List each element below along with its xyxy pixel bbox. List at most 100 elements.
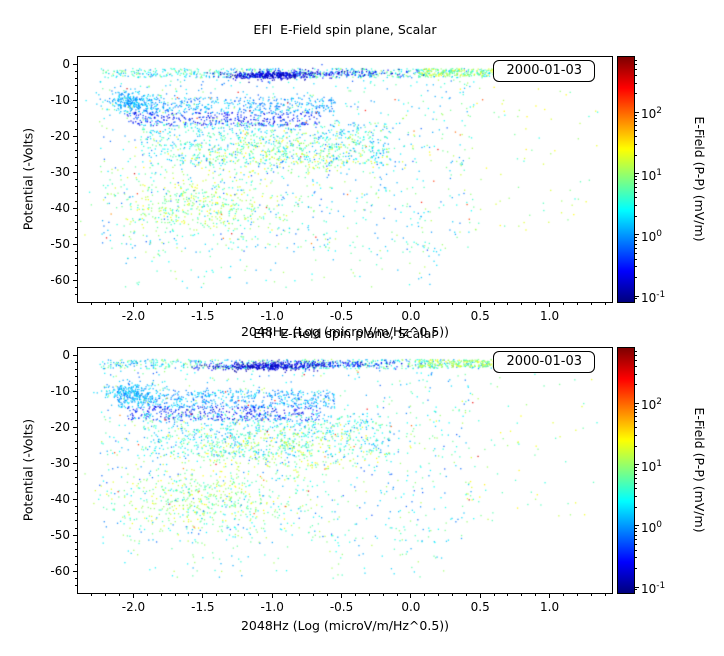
x-minor-tick: [396, 303, 398, 305]
x-minor-tick: [285, 303, 287, 305]
y-tick-label: -40: [50, 492, 70, 507]
x-minor-tick: [230, 594, 232, 596]
colorbar-minor-tick: [635, 266, 637, 268]
x-tick: [549, 303, 551, 307]
x-tick: [271, 594, 273, 598]
colorbar-minor-tick: [635, 534, 637, 536]
x-minor-tick: [438, 594, 440, 596]
x-minor-tick: [354, 594, 356, 596]
x-minor-tick: [562, 303, 564, 305]
y-minor-tick: [75, 186, 77, 188]
x-minor-tick: [119, 594, 121, 596]
colorbar-minor-tick: [635, 496, 637, 498]
x-minor-tick: [188, 594, 190, 596]
y-tick: [73, 63, 77, 65]
colorbar-tick: [635, 234, 639, 236]
colorbar-tick-label: 101: [641, 167, 663, 183]
x-minor-tick: [146, 594, 148, 596]
chart2-title: EFI E-Field spin plane, Scalar: [253, 326, 437, 341]
y-minor-tick: [75, 470, 77, 471]
colorbar-minor-tick: [635, 365, 637, 367]
chart2-date-badge: 2000-01-03: [493, 351, 595, 373]
y-minor-tick: [75, 92, 77, 94]
colorbar-tick-label: 100: [641, 519, 663, 535]
y-minor-tick: [75, 506, 77, 508]
chart2-plot-area: 2000-01-03: [77, 347, 613, 594]
chart2-colorbar-label: E-Field (P-P) (mV/m): [692, 407, 707, 533]
x-tick-label: 0.5: [470, 309, 490, 323]
y-tick-label: -10: [50, 93, 70, 108]
colorbar-tick: [635, 173, 639, 175]
y-minor-tick: [75, 193, 77, 195]
y-minor-tick: [75, 369, 77, 371]
x-tick-label: -2.0: [121, 600, 146, 614]
x-minor-tick: [535, 303, 537, 305]
x-minor-tick: [576, 303, 578, 305]
x-minor-tick: [230, 303, 232, 305]
x-minor-tick: [451, 594, 453, 596]
x-minor-tick: [368, 594, 370, 596]
x-minor-tick: [327, 303, 329, 305]
x-minor-tick: [521, 303, 523, 305]
y-minor-tick: [75, 272, 77, 274]
y-minor-tick: [75, 106, 77, 108]
colorbar-minor-tick: [635, 121, 637, 123]
y-minor-tick: [75, 448, 77, 450]
colorbar-minor-tick: [635, 506, 637, 508]
colorbar-minor-tick: [635, 531, 637, 533]
y-tick: [73, 354, 77, 356]
y-minor-tick: [75, 513, 77, 515]
y-minor-tick: [75, 412, 77, 414]
x-minor-tick: [465, 303, 467, 305]
colorbar-minor-tick: [635, 82, 637, 84]
colorbar-tick: [635, 525, 639, 527]
y-tick-label: -30: [50, 456, 70, 471]
x-minor-tick: [354, 303, 356, 305]
colorbar-minor-tick: [635, 130, 637, 132]
x-minor-tick: [576, 594, 578, 596]
x-minor-tick: [243, 303, 245, 305]
x-minor-tick: [257, 303, 259, 305]
y-minor-tick: [75, 491, 77, 493]
colorbar-minor-tick: [635, 175, 637, 177]
x-minor-tick: [368, 303, 370, 305]
y-tick: [73, 243, 77, 245]
y-tick-label: 0: [62, 348, 70, 363]
x-minor-tick: [535, 594, 537, 596]
x-minor-tick: [313, 594, 315, 596]
x-tick-label: -1.0: [260, 309, 284, 323]
x-tick: [202, 303, 204, 307]
y-tick: [73, 171, 77, 173]
colorbar-tick-label: 100: [641, 228, 663, 244]
x-tick: [479, 303, 481, 307]
y-minor-tick: [75, 549, 77, 551]
x-minor-tick: [604, 303, 606, 305]
x-minor-tick: [424, 594, 426, 596]
y-tick-label: -50: [50, 237, 70, 252]
colorbar-tick-label: 10-1: [641, 581, 666, 597]
y-minor-tick: [75, 258, 77, 260]
colorbar-minor-tick: [635, 477, 637, 479]
y-minor-tick: [75, 397, 77, 399]
colorbar-minor-tick: [635, 69, 637, 70]
x-minor-tick: [493, 594, 495, 596]
colorbar-tick-label: 101: [641, 458, 663, 474]
x-minor-tick: [590, 303, 592, 305]
y-tick: [73, 498, 77, 500]
y-minor-tick: [75, 215, 77, 217]
x-minor-tick: [105, 303, 107, 305]
x-minor-tick: [299, 594, 301, 596]
y-tick-label: -50: [50, 528, 70, 543]
x-minor-tick: [285, 594, 287, 596]
y-minor-tick: [75, 556, 77, 558]
x-minor-tick: [382, 594, 384, 596]
x-tick: [549, 594, 551, 598]
x-minor-tick: [299, 303, 301, 305]
y-minor-tick: [75, 229, 77, 231]
y-tick: [73, 426, 77, 428]
x-tick-label: 1.0: [540, 600, 560, 614]
y-minor-tick: [75, 405, 77, 407]
colorbar-minor-tick: [635, 589, 637, 591]
x-tick: [132, 303, 134, 307]
y-tick: [73, 207, 77, 209]
